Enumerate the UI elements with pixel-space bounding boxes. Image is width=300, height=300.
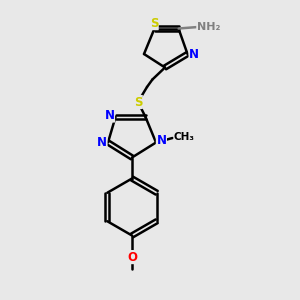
Text: N: N: [156, 134, 167, 148]
Text: NH₂: NH₂: [197, 22, 220, 32]
Text: N: N: [104, 109, 115, 122]
Text: CH₃: CH₃: [174, 132, 195, 142]
Text: S: S: [150, 16, 158, 30]
Text: N: N: [97, 136, 107, 149]
Text: N: N: [189, 47, 199, 61]
Text: O: O: [127, 250, 137, 264]
Text: S: S: [134, 95, 142, 109]
